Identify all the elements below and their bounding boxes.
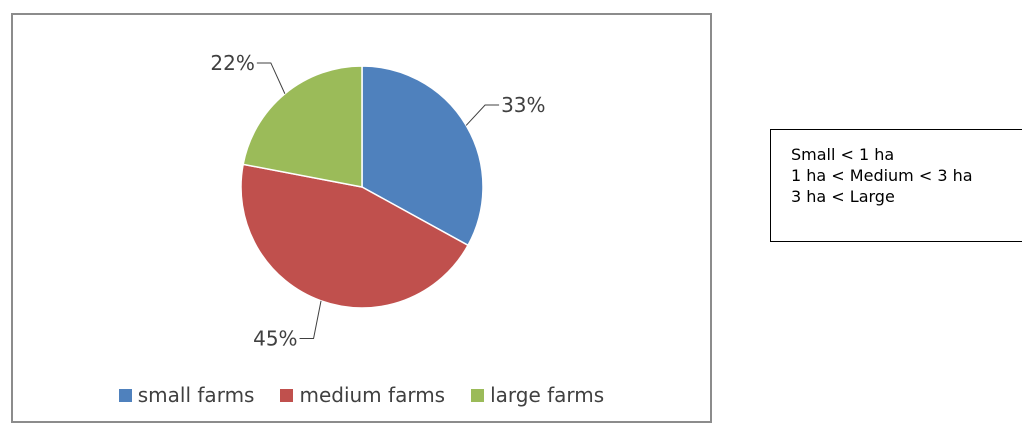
pie-slice-large-farms [242, 65, 363, 188]
data-label-medium-farms: 45% [253, 326, 297, 350]
pie-slice-small-farms [361, 65, 484, 247]
legend-swatch-medium-farms [280, 388, 294, 402]
data-label-large-farms: 22% [210, 51, 254, 75]
legend-label-large-farms: large farms [490, 383, 605, 407]
legend-swatch-small-farms [118, 388, 132, 402]
leader-line-medium-farms [299, 300, 322, 339]
legend-item-large-farms: large farms [471, 383, 604, 407]
leader-line-large-farms [256, 62, 286, 94]
leader-line-small-farms [465, 104, 500, 126]
chart-area: 33% 45% 22% small farms medium farms large… [11, 13, 712, 423]
farm-size-note: Small < 1 ha 1 ha < Medium < 3 ha 3 ha <… [770, 129, 1022, 242]
legend-swatch-large-farms [471, 388, 485, 402]
legend-item-small-farms: small farms [118, 383, 255, 407]
note-line-large: 3 ha < Large [791, 187, 895, 206]
data-label-small-farms: 33% [501, 93, 545, 117]
legend-label-medium-farms: medium farms [299, 383, 446, 407]
note-line-small: Small < 1 ha [791, 145, 895, 164]
note-line-medium: 1 ha < Medium < 3 ha [791, 166, 973, 185]
pie-chart: 33% 45% 22% [210, 51, 545, 351]
legend-label-small-farms: small farms [137, 383, 255, 407]
legend-item-medium-farms: medium farms [280, 383, 445, 407]
chart-legend: small farms medium farms large farms [13, 383, 710, 407]
